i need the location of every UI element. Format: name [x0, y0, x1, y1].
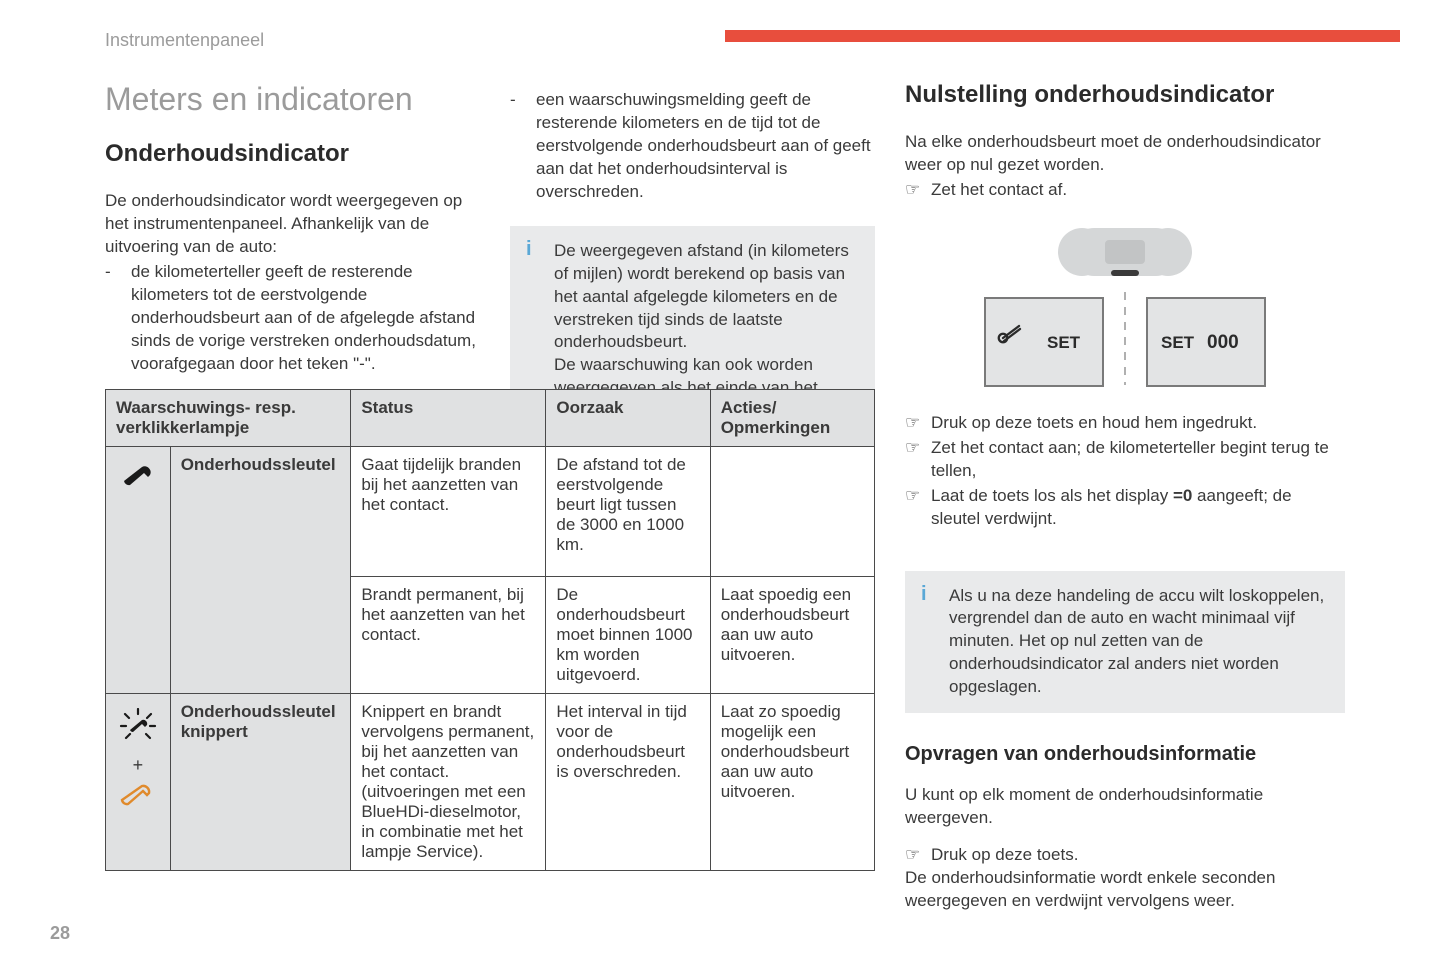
row-label: Onderhoudssleutel knippert [170, 694, 351, 871]
subtitle-onderhoudsindicator: Onderhoudsindicator [105, 140, 480, 168]
hand-icon: ☞ [905, 485, 931, 531]
bullet-item-2: - een waarschuwingsmelding geeft de rest… [510, 89, 875, 204]
cell-action: Laat zo spoedig mogelijk een onderhoudsb… [710, 694, 874, 871]
th-acties: Acties/ Opmerkingen [710, 390, 874, 447]
query-intro: U kunt op elk moment de onderhoudsinform… [905, 784, 1345, 830]
cell-cause: De onderhoudsbeurt moet binnen 1000 km w… [546, 577, 710, 694]
set-label-left: SET [1047, 333, 1081, 352]
cell-action: Laat spoedig een onderhoudsbeurt aan uw … [710, 577, 874, 694]
step-text: Druk op deze toets. [931, 844, 1078, 867]
cell-status: Gaat tijdelijk branden bij het aanzetten… [351, 447, 546, 577]
dash-icon: - [105, 261, 131, 376]
table-row: + Onderhoudssleutel knippert Knippert en… [106, 694, 875, 871]
th-oorzaak: Oorzaak [546, 390, 710, 447]
step4-a: Laat de toets los als het display [931, 486, 1173, 505]
row-label: Onderhoudssleutel [170, 447, 351, 694]
bullet-item-1: - de kilometerteller geeft de resterende… [105, 261, 480, 376]
cell-status: Knippert en brandt vervolgens permanent,… [351, 694, 546, 871]
info-box-battery: i Als u na deze handeling de accu wilt l… [905, 571, 1345, 714]
table-header-row: Waarschuwings- resp. verklikkerlampje St… [106, 390, 875, 447]
step4-b: =0 [1173, 486, 1192, 505]
subtitle-nulstelling: Nulstelling onderhoudsindicator [905, 81, 1345, 109]
query-result: De onderhoudsinformatie wordt enkele sec… [905, 867, 1345, 913]
plus-icon: + [116, 755, 160, 776]
set-value: 000 [1207, 332, 1239, 353]
dash-icon: - [510, 89, 536, 204]
wrench-icon-cell [106, 447, 171, 694]
bullet-text: een waarschuwingsmelding geeft de rester… [536, 89, 875, 204]
wrench-blink-icon-cell: + [106, 694, 171, 871]
hand-icon: ☞ [905, 179, 931, 202]
set-label-right: SET [1161, 333, 1195, 352]
info-icon: i [526, 236, 538, 258]
step-text: Zet het contact aan; de kilometerteller … [931, 437, 1345, 483]
cell-action [710, 447, 874, 577]
cell-cause: Het interval in tijd voor de onderhoudsb… [546, 694, 710, 871]
hand-icon: ☞ [905, 412, 931, 435]
intro-text: De onderhoudsindicator wordt weergegeven… [105, 190, 480, 259]
cell-cause: De afstand tot de eerstvolgende beurt li… [546, 447, 710, 577]
step-3: ☞ Zet het contact aan; de kilometertelle… [905, 437, 1345, 483]
info-text: Als u na deze handeling de accu wilt los… [949, 586, 1324, 697]
step-1: ☞ Zet het contact af. [905, 179, 1345, 202]
info-text-1: De weergegeven afstand (in kilometers of… [554, 241, 849, 352]
column-3: Nulstelling onderhoudsindicator Na elke … [905, 81, 1345, 913]
reset-intro: Na elke onderhoudsbeurt moet de onderhou… [905, 131, 1345, 177]
hand-icon: ☞ [905, 844, 931, 867]
bullet-text: de kilometerteller geeft de resterende k… [131, 261, 480, 376]
step-4: ☞ Laat de toets los als het display =0 a… [905, 485, 1345, 531]
info-icon: i [921, 581, 933, 603]
subheading-opvragen: Opvragen van onderhoudsinformatie [905, 743, 1345, 766]
step-2: ☞ Druk op deze toets en houd hem ingedru… [905, 412, 1345, 435]
step-text: Zet het contact af. [931, 179, 1067, 202]
hand-icon: ☞ [905, 437, 931, 483]
wrench-icon [118, 461, 158, 491]
th-status: Status [351, 390, 546, 447]
page-number: 28 [50, 923, 70, 944]
wrench-orange-icon [118, 782, 158, 808]
step-text: Druk op deze toets en houd hem ingedrukt… [931, 412, 1257, 435]
query-step: ☞ Druk op deze toets. [905, 844, 1345, 867]
warning-table: Waarschuwings- resp. verklikkerlampje St… [105, 389, 875, 871]
step-text: Laat de toets los als het display =0 aan… [931, 485, 1345, 531]
header-accent-bar [725, 30, 1400, 42]
th-lampje: Waarschuwings- resp. verklikkerlampje [106, 390, 351, 447]
wrench-blink-icon [117, 708, 159, 744]
button-diagram: SET SET 000 [905, 220, 1345, 390]
cell-status: Brandt permanent, bij het aanzetten van … [351, 577, 546, 694]
table-row: Onderhoudssleutel Gaat tijdelijk branden… [106, 447, 875, 577]
page-title: Meters en indicatoren [105, 81, 480, 118]
